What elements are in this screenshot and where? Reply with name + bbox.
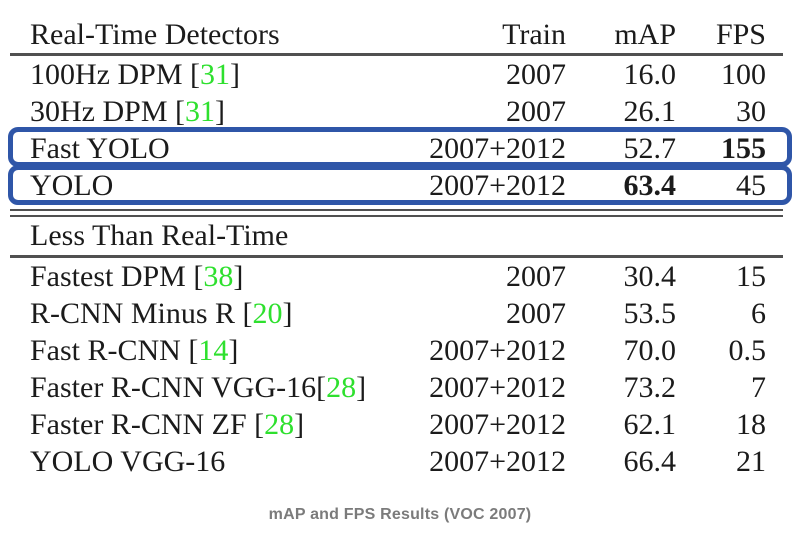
col-header-map: mAP bbox=[566, 16, 676, 53]
map-cell: 70.0 bbox=[566, 332, 676, 369]
detector-label: Faster R-CNN ZF bbox=[30, 408, 247, 441]
citation-bracket: [ bbox=[243, 297, 253, 330]
table-row: Faster R-CNN ZF [28]2007+201262.118 bbox=[0, 406, 800, 443]
table-row: Faster R-CNN VGG-16[28]2007+201273.27 bbox=[0, 369, 800, 406]
table-row: Fast YOLO 2007+201252.7155 bbox=[0, 130, 800, 167]
citation-bracket: [ bbox=[254, 408, 264, 441]
col-header-detectors: Real-Time Detectors bbox=[30, 16, 386, 53]
detector-label: YOLO bbox=[30, 169, 113, 202]
detector-name-cell: 100Hz DPM [31] bbox=[30, 56, 386, 93]
train-cell: 2007+2012 bbox=[386, 369, 566, 406]
citation-bracket: ] bbox=[215, 95, 225, 128]
section-divider bbox=[0, 209, 800, 217]
train-cell: 2007+2012 bbox=[386, 332, 566, 369]
divider-line bbox=[10, 209, 783, 211]
detector-name-cell: Fastest DPM [38] bbox=[30, 258, 386, 295]
train-cell: 2007 bbox=[386, 56, 566, 93]
fps-cell: 45 bbox=[676, 167, 766, 204]
citation-link[interactable]: 28 bbox=[264, 408, 294, 441]
map-cell: 63.4 bbox=[566, 167, 676, 204]
map-cell: 62.1 bbox=[566, 406, 676, 443]
map-cell: 30.4 bbox=[566, 258, 676, 295]
train-cell: 2007+2012 bbox=[386, 443, 566, 480]
table-row: R-CNN Minus R [20]200753.56 bbox=[0, 295, 800, 332]
detector-label: R-CNN Minus R bbox=[30, 297, 235, 330]
citation-bracket: [ bbox=[316, 371, 326, 404]
citation-link[interactable]: 20 bbox=[253, 297, 283, 330]
train-cell: 2007 bbox=[386, 295, 566, 332]
fps-cell: 100 bbox=[676, 56, 766, 93]
citation-link[interactable]: 31 bbox=[185, 95, 215, 128]
fps-cell: 30 bbox=[676, 93, 766, 130]
fps-cell: 7 bbox=[676, 369, 766, 406]
citation-bracket: ] bbox=[233, 260, 243, 293]
citation-bracket: ] bbox=[230, 58, 240, 91]
detector-label: YOLO VGG-16 bbox=[30, 445, 225, 478]
map-cell: 53.5 bbox=[566, 295, 676, 332]
train-cell: 2007+2012 bbox=[386, 167, 566, 204]
section-header-row: Less Than Real-Time bbox=[0, 217, 800, 255]
detector-name-cell: Faster R-CNN ZF [28] bbox=[30, 406, 386, 443]
detector-label: 100Hz DPM bbox=[30, 58, 183, 91]
citation-link[interactable]: 14 bbox=[198, 334, 228, 367]
detector-name-cell: R-CNN Minus R [20] bbox=[30, 295, 386, 332]
citation-link[interactable]: 31 bbox=[200, 58, 230, 91]
fps-cell: 18 bbox=[676, 406, 766, 443]
results-table: Real-Time Detectors Train mAP FPS 100Hz … bbox=[0, 0, 800, 480]
map-cell: 26.1 bbox=[566, 93, 676, 130]
citation-bracket: ] bbox=[294, 408, 304, 441]
fps-cell: 155 bbox=[676, 130, 766, 167]
table-row: YOLO 2007+201263.445 bbox=[0, 167, 800, 204]
realtime-rows-group: 100Hz DPM [31]200716.010030Hz DPM [31]20… bbox=[0, 56, 800, 204]
detector-name-cell: YOLO bbox=[30, 167, 386, 204]
train-cell: 2007 bbox=[386, 258, 566, 295]
detector-name-cell: Fast YOLO bbox=[30, 130, 386, 167]
detector-label: Faster R-CNN VGG-16 bbox=[30, 371, 316, 404]
citation-bracket: ] bbox=[228, 334, 238, 367]
citation-link[interactable]: 28 bbox=[326, 371, 356, 404]
detector-name-cell: Faster R-CNN VGG-16[28] bbox=[30, 369, 386, 406]
map-cell: 73.2 bbox=[566, 369, 676, 406]
citation-link[interactable]: 38 bbox=[203, 260, 233, 293]
detector-name-cell: 30Hz DPM [31] bbox=[30, 93, 386, 130]
fps-cell: 6 bbox=[676, 295, 766, 332]
train-cell: 2007+2012 bbox=[386, 406, 566, 443]
citation-bracket: [ bbox=[188, 334, 198, 367]
detector-label: Fast R-CNN bbox=[30, 334, 181, 367]
citation-bracket: ] bbox=[283, 297, 293, 330]
table-header-row: Real-Time Detectors Train mAP FPS bbox=[0, 16, 800, 53]
fps-cell: 15 bbox=[676, 258, 766, 295]
citation-bracket: [ bbox=[190, 58, 200, 91]
col-header-train: Train bbox=[386, 16, 566, 53]
table-row: 100Hz DPM [31]200716.0100 bbox=[0, 56, 800, 93]
table-row: 30Hz DPM [31]200726.130 bbox=[0, 93, 800, 130]
train-cell: 2007 bbox=[386, 93, 566, 130]
citation-bracket: [ bbox=[175, 95, 185, 128]
map-cell: 66.4 bbox=[566, 443, 676, 480]
map-cell: 16.0 bbox=[566, 56, 676, 93]
detector-label: Fastest DPM bbox=[30, 260, 186, 293]
col-header-fps: FPS bbox=[676, 16, 766, 53]
citation-bracket: ] bbox=[356, 371, 366, 404]
detector-label: Fast YOLO bbox=[30, 132, 170, 165]
table-row: YOLO VGG-16 2007+201266.421 bbox=[0, 443, 800, 480]
table-row: Fastest DPM [38]200730.415 bbox=[0, 258, 800, 295]
detector-name-cell: YOLO VGG-16 bbox=[30, 443, 386, 480]
section-header-label: Less Than Real-Time bbox=[30, 219, 288, 252]
less-than-realtime-rows-group: Fastest DPM [38]200730.415R-CNN Minus R … bbox=[0, 258, 800, 480]
detector-label: 30Hz DPM bbox=[30, 95, 168, 128]
fps-cell: 0.5 bbox=[676, 332, 766, 369]
train-cell: 2007+2012 bbox=[386, 130, 566, 167]
map-cell: 52.7 bbox=[566, 130, 676, 167]
table-caption: mAP and FPS Results (VOC 2007) bbox=[0, 506, 800, 524]
table-row: Fast R-CNN [14]2007+201270.00.5 bbox=[0, 332, 800, 369]
citation-bracket: [ bbox=[193, 260, 203, 293]
detector-name-cell: Fast R-CNN [14] bbox=[30, 332, 386, 369]
fps-cell: 21 bbox=[676, 443, 766, 480]
